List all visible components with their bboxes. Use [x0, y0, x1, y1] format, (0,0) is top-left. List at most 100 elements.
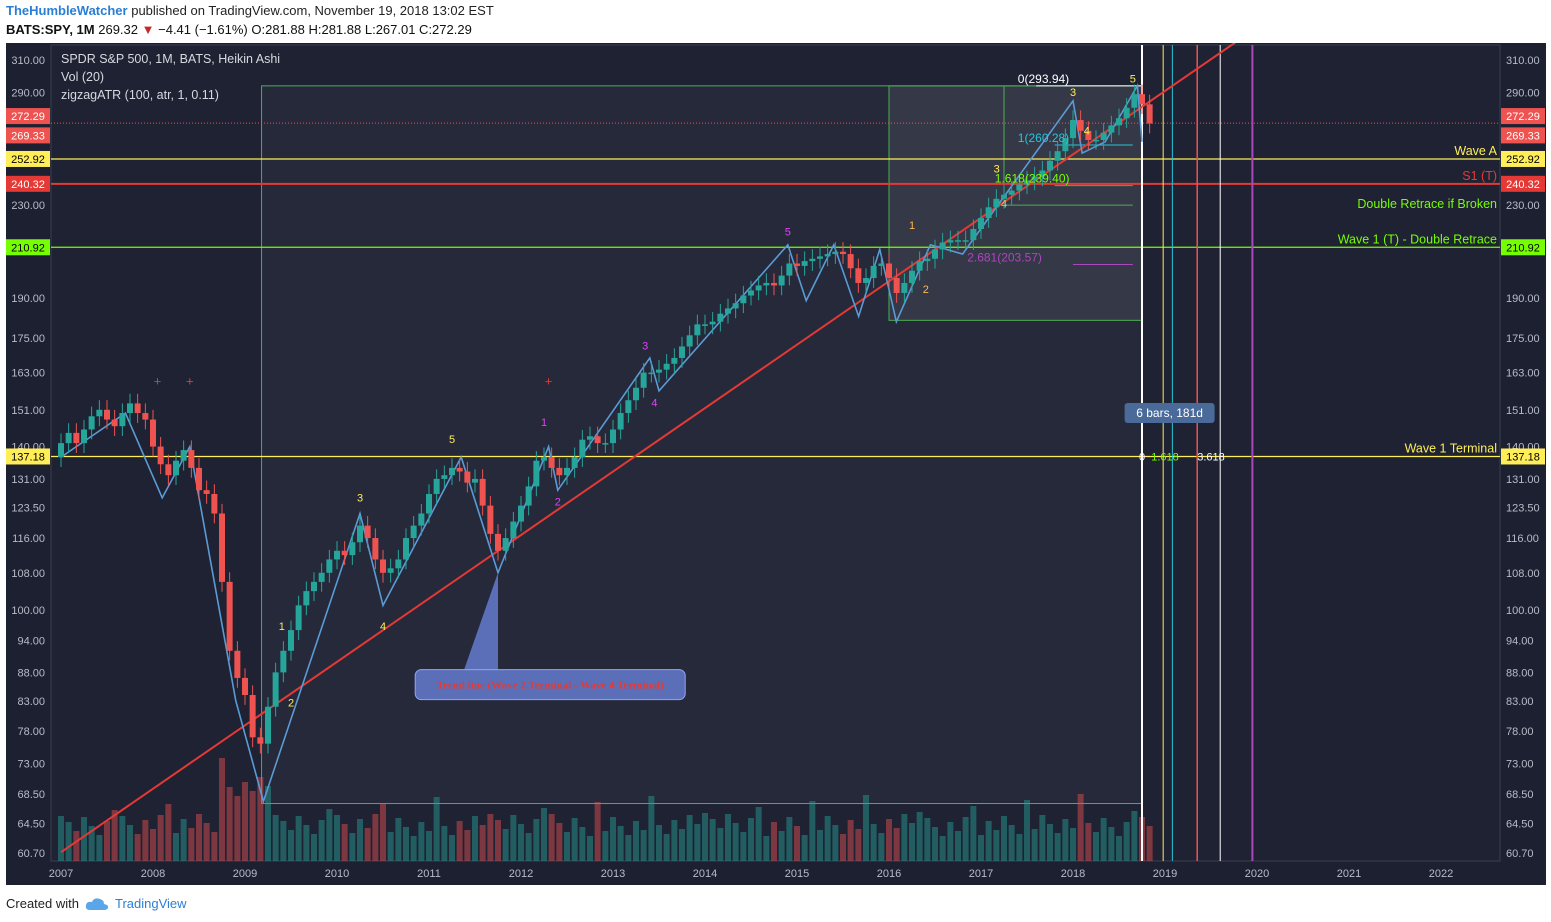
price-tick-left: 83.00 [17, 696, 45, 708]
candle-body [1139, 94, 1145, 105]
volume-bar [617, 826, 624, 861]
candle-body [801, 261, 808, 266]
volume-bar [970, 806, 977, 861]
tradingview-link[interactable]: TradingView [114, 896, 187, 911]
candle-body [410, 525, 417, 539]
wave-label: 2 [555, 497, 561, 509]
volume-bar [640, 830, 647, 861]
time-fib-label: 1.618 [1151, 451, 1179, 463]
volume-bar [947, 822, 954, 861]
price-badge-right-label: 137.18 [1506, 451, 1540, 463]
chart-canvas[interactable]: Wave A S1 (T) Double Retrace if Broken Wave… [6, 43, 1546, 885]
volume-bar [725, 814, 731, 861]
price-tick-right: 73.00 [1506, 758, 1534, 770]
volume-bar [886, 819, 892, 861]
wave-label: 3 [642, 340, 648, 352]
volume-bar [955, 831, 961, 861]
price-tick-left: 68.50 [17, 789, 45, 801]
time-tick: 2021 [1337, 868, 1361, 880]
price-tick-left: 230.00 [11, 200, 45, 212]
candle-body [533, 460, 540, 487]
candle-body [157, 446, 164, 465]
candle-body [142, 413, 149, 420]
price-tick-left: 163.00 [11, 368, 45, 380]
plot-area [50, 44, 1501, 862]
candle-body [648, 372, 655, 375]
time-tick: 2022 [1429, 868, 1453, 880]
volume-bar [288, 830, 294, 861]
volume-bar [219, 758, 225, 861]
wave-label: 4 [651, 398, 657, 410]
trend-line [60, 43, 1237, 854]
price-badge-right [1501, 108, 1545, 125]
volume-bar [387, 832, 394, 861]
volume-bar [173, 833, 179, 861]
price-tick-left: 116.00 [12, 533, 45, 545]
price-badge-right-label: 272.29 [1506, 111, 1540, 123]
volume-bar [518, 824, 524, 861]
volume-bar [88, 826, 95, 861]
price-tick-left: 64.50 [17, 818, 45, 830]
measure-label: 6 bars, 181d [1136, 406, 1203, 420]
volume-bar [717, 828, 724, 861]
candle-body [257, 737, 264, 744]
volume-study-label[interactable]: Vol (20) [61, 70, 105, 84]
candle-body [188, 450, 195, 468]
zigzag-study-label[interactable]: zigzagATR (100, atr, 1, 0.11) [61, 88, 219, 102]
candle-body [725, 308, 731, 314]
candle-body [196, 467, 202, 491]
candle-body [656, 369, 662, 373]
candle-body [272, 672, 279, 707]
volume-bar [556, 823, 563, 861]
candle-body [610, 429, 616, 444]
price-badge-right-label: 252.92 [1506, 154, 1540, 166]
time-tick: 2008 [141, 868, 165, 880]
volume-bar [786, 817, 793, 861]
volume-bar [502, 829, 509, 861]
volume-bar [978, 835, 984, 861]
candle-body [288, 630, 294, 651]
volume-bar [832, 825, 839, 861]
time-tick: 2018 [1061, 868, 1085, 880]
candle-body [249, 695, 256, 738]
volume-bar [817, 830, 823, 861]
candle-body [341, 550, 348, 556]
candle-body [479, 478, 486, 506]
candle-body [617, 413, 624, 430]
trendline-callout [414, 669, 686, 701]
volume-bar [349, 833, 356, 861]
candle-body [449, 467, 455, 476]
volume-bar [962, 817, 969, 861]
volume-bar [1047, 824, 1053, 861]
volume-bar [242, 782, 248, 861]
symbol-header: BATS:SPY, 1M 269.32 ▼ −4.41 (−1.61%) O:2… [6, 22, 472, 37]
volume-bar [1070, 828, 1076, 861]
candle-body [464, 471, 471, 483]
volume-bar [1031, 829, 1038, 861]
volume-bar [472, 816, 478, 861]
candle-body [809, 258, 816, 262]
candle-body [893, 278, 900, 293]
price-tick-right: 151.00 [1506, 405, 1540, 417]
candle-body [909, 270, 915, 283]
time-fib-label: 0 [1139, 451, 1145, 463]
created-with-text: Created with [6, 896, 79, 911]
volume-bar [633, 821, 639, 861]
price-tick-right: 190.00 [1506, 293, 1540, 305]
candle-body [778, 275, 785, 286]
price-chart[interactable]: Wave A S1 (T) Double Retrace if Broken Wave… [6, 43, 1546, 885]
volume-bar [1024, 800, 1030, 861]
volume-bar [663, 834, 670, 861]
candle-body [81, 429, 87, 444]
candle-body [1054, 151, 1061, 161]
volume-bar [748, 818, 754, 861]
price-tick-left: 108.00 [11, 568, 45, 580]
author-link[interactable]: TheHumbleWatcher [6, 3, 128, 18]
volume-bar [648, 796, 655, 861]
price-tick-left: 94.00 [17, 635, 45, 647]
volume-bar [150, 829, 156, 861]
volume-bar [909, 823, 915, 861]
volume-bar [1016, 834, 1023, 861]
candle-body [924, 258, 931, 262]
volume-bar [686, 815, 693, 861]
